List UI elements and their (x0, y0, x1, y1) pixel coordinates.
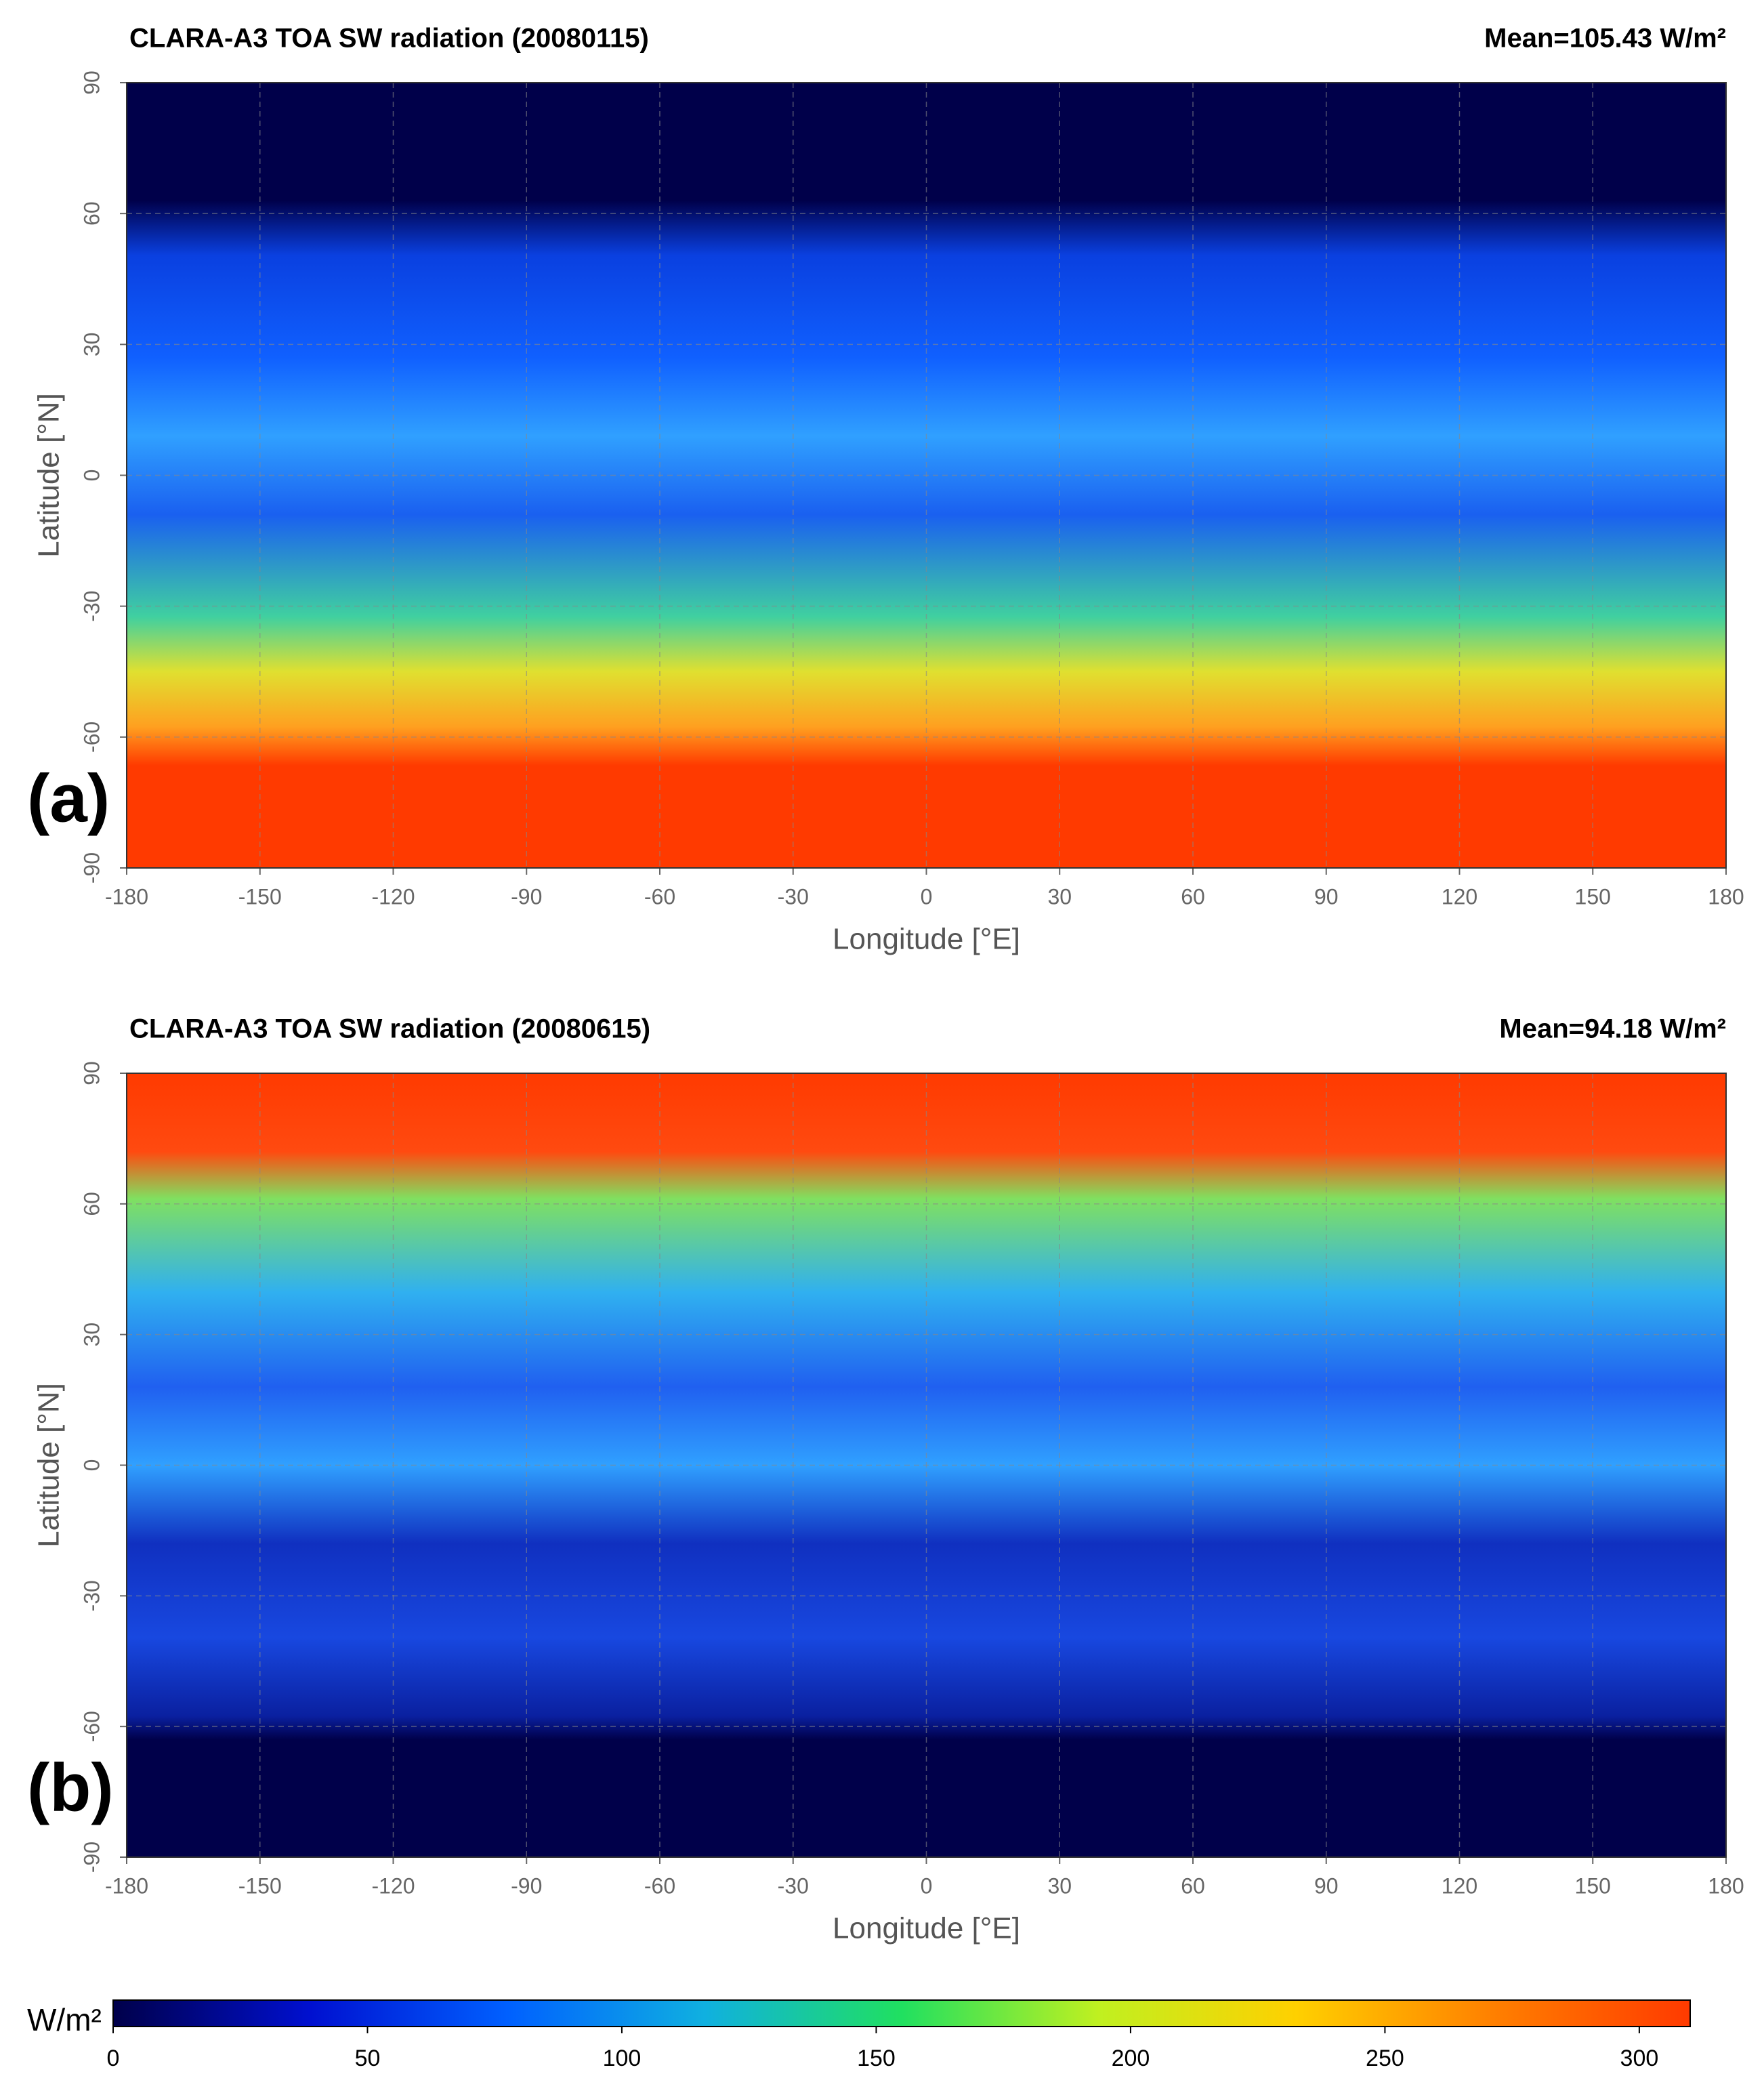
colorbar-tick-label: 250 (1366, 2046, 1404, 2071)
x-tick-label: 180 (1708, 1873, 1744, 1898)
y-tick-label: -60 (79, 722, 104, 753)
y-tick-label: -60 (79, 1711, 104, 1742)
x-tick-label: 150 (1575, 1873, 1611, 1898)
y-tick-label: -30 (79, 591, 104, 622)
y-axis-label: Latitude [°N] (33, 393, 66, 558)
x-tick-label: 30 (1047, 884, 1072, 909)
x-tick-label: 0 (921, 884, 933, 909)
y-tick-label: 60 (79, 1192, 104, 1216)
x-tick-label: -150 (238, 884, 282, 909)
x-tick-label: -30 (778, 1873, 809, 1898)
x-tick-label: -60 (644, 1873, 675, 1898)
plot-frame (126, 82, 1727, 869)
y-tick-label: -90 (79, 852, 104, 884)
mean-annotation: Mean=94.18 W/m² (1499, 1014, 1726, 1044)
x-tick-label: -120 (371, 884, 415, 909)
x-tick-label: 120 (1442, 884, 1477, 909)
x-axis-label: Longitude [°E] (833, 1912, 1020, 1945)
y-tick-label: 0 (79, 470, 104, 482)
panel-label: (a) (27, 760, 110, 836)
plot-frame (126, 1073, 1727, 1858)
x-tick-label: 120 (1442, 1873, 1477, 1898)
y-axis-label: Latitude [°N] (33, 1383, 66, 1548)
x-tick-label: 30 (1047, 1873, 1072, 1898)
mean-annotation: Mean=105.43 W/m² (1484, 24, 1726, 54)
colorbar-tick-label: 300 (1620, 2046, 1659, 2071)
x-tick-label: 60 (1181, 884, 1205, 909)
x-tick-label: -30 (778, 884, 809, 909)
x-tick-label: 0 (921, 1873, 933, 1898)
y-tick-label: 90 (79, 70, 104, 95)
y-tick-label: -30 (79, 1580, 104, 1611)
panel-label: (b) (27, 1749, 114, 1825)
x-tick-label: -150 (238, 1873, 282, 1898)
colorbar-label: W/m² (27, 2002, 102, 2037)
x-tick-label: -180 (105, 884, 148, 909)
colorbar-tick-label: 100 (603, 2046, 642, 2071)
colorbar-tick-label: 150 (857, 2046, 896, 2071)
x-tick-label: 180 (1708, 884, 1744, 909)
x-tick-label: -90 (511, 1873, 542, 1898)
x-tick-label: -120 (371, 1873, 415, 1898)
y-tick-label: 30 (79, 333, 104, 357)
colorbar (112, 1999, 1691, 2027)
x-tick-label: 150 (1575, 884, 1611, 909)
x-axis-label: Longitude [°E] (833, 923, 1020, 956)
colorbar-tick-label: 0 (107, 2046, 120, 2071)
colorbar-tick-label: 200 (1112, 2046, 1150, 2071)
y-tick-label: 60 (79, 201, 104, 226)
y-tick-label: 30 (79, 1323, 104, 1347)
x-tick-label: 90 (1314, 1873, 1339, 1898)
y-tick-label: 90 (79, 1061, 104, 1085)
chart-title: CLARA-A3 TOA SW radiation (20080615) (129, 1014, 650, 1044)
x-tick-label: 60 (1181, 1873, 1205, 1898)
y-tick-label: 0 (79, 1459, 104, 1472)
x-tick-label: -180 (105, 1873, 148, 1898)
chart-title: CLARA-A3 TOA SW radiation (20080115) (129, 24, 649, 54)
x-tick-label: -90 (511, 884, 542, 909)
y-tick-label: -90 (79, 1842, 104, 1873)
x-tick-label: -60 (644, 884, 675, 909)
x-tick-label: 90 (1314, 884, 1339, 909)
colorbar-tick-label: 50 (355, 2046, 381, 2071)
